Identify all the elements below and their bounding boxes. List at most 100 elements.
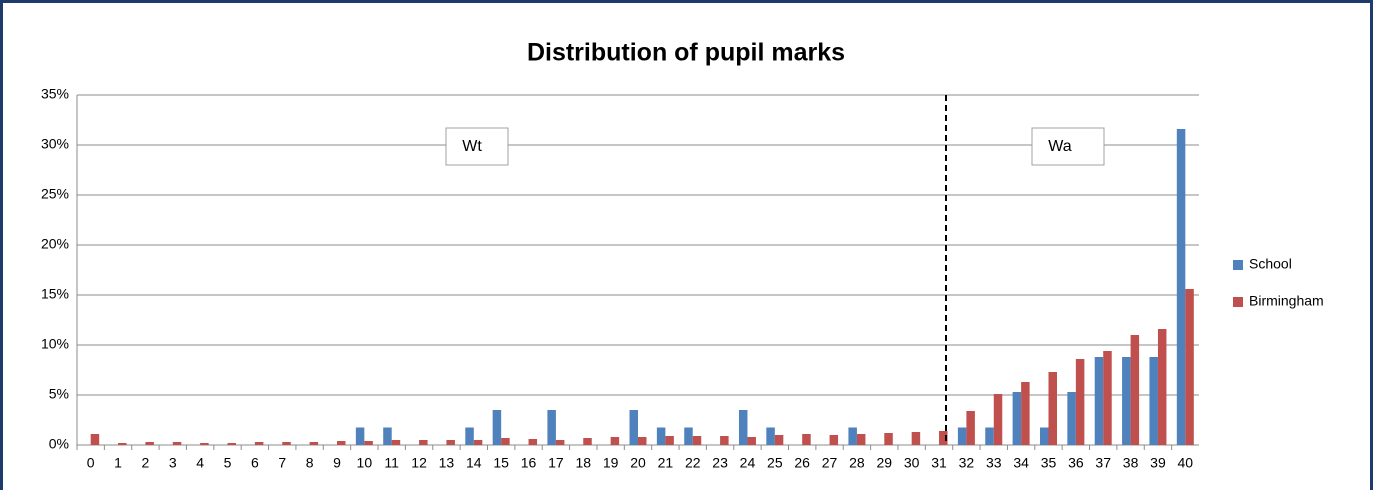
x-tick-label: 24 bbox=[740, 455, 756, 471]
bar bbox=[1048, 372, 1057, 445]
x-tick-label: 5 bbox=[224, 455, 232, 471]
legend-swatch bbox=[1233, 260, 1243, 270]
y-tick-label: 5% bbox=[49, 386, 69, 402]
x-tick-label: 23 bbox=[712, 455, 728, 471]
y-tick-label: 20% bbox=[41, 236, 69, 252]
legend-label: Birmingham bbox=[1249, 293, 1324, 309]
bar bbox=[501, 438, 510, 445]
bar bbox=[1185, 289, 1194, 445]
x-tick-label: 20 bbox=[630, 455, 646, 471]
bar bbox=[738, 410, 748, 445]
bar bbox=[829, 435, 839, 445]
bar bbox=[1122, 357, 1131, 445]
x-tick-label: 25 bbox=[767, 455, 783, 471]
bar bbox=[985, 427, 994, 445]
bar bbox=[547, 410, 556, 445]
bar bbox=[446, 440, 455, 445]
y-tick-label: 0% bbox=[49, 436, 69, 452]
x-tick-label: 13 bbox=[439, 455, 455, 471]
bar bbox=[957, 427, 967, 445]
bar bbox=[720, 436, 729, 445]
bar bbox=[911, 432, 921, 445]
bar bbox=[966, 411, 975, 445]
y-tick-label: 25% bbox=[41, 186, 69, 202]
x-tick-label: 29 bbox=[877, 455, 893, 471]
x-tick-label: 12 bbox=[411, 455, 427, 471]
bar bbox=[1094, 357, 1104, 445]
bar bbox=[528, 439, 538, 445]
y-tick-label: 30% bbox=[41, 136, 69, 152]
bar bbox=[1021, 382, 1030, 445]
x-tick-label: 11 bbox=[384, 455, 399, 471]
bar bbox=[747, 437, 756, 445]
x-tick-label: 30 bbox=[904, 455, 920, 471]
x-tick-label: 22 bbox=[685, 455, 701, 471]
bar bbox=[473, 440, 483, 445]
bar bbox=[665, 436, 674, 445]
bar bbox=[172, 442, 182, 445]
bar bbox=[1103, 351, 1112, 445]
annotation-box bbox=[445, 127, 509, 166]
x-tick-label: 2 bbox=[142, 455, 150, 471]
x-tick-label: 26 bbox=[794, 455, 810, 471]
bar bbox=[856, 434, 866, 445]
y-tick-label: 10% bbox=[41, 336, 69, 352]
bar bbox=[200, 443, 209, 445]
bar bbox=[802, 434, 811, 445]
x-tick-label: 37 bbox=[1095, 455, 1111, 471]
bar bbox=[692, 436, 702, 445]
bar bbox=[638, 437, 647, 445]
legend-swatch bbox=[1233, 297, 1243, 307]
x-tick-label: 17 bbox=[548, 455, 564, 471]
x-tick-label: 36 bbox=[1068, 455, 1084, 471]
x-tick-label: 32 bbox=[959, 455, 975, 471]
bar bbox=[848, 427, 857, 445]
x-tick-label: 21 bbox=[658, 455, 674, 471]
bar bbox=[465, 427, 474, 445]
x-tick-label: 38 bbox=[1123, 455, 1139, 471]
bar bbox=[383, 427, 392, 445]
bar bbox=[309, 442, 319, 445]
x-tick-label: 0 bbox=[87, 455, 95, 471]
bar bbox=[766, 427, 775, 445]
legend-label: School bbox=[1249, 256, 1292, 272]
x-tick-label: 31 bbox=[931, 455, 947, 471]
chart-title: Distribution of pupil marks bbox=[527, 39, 845, 67]
x-tick-label: 6 bbox=[251, 455, 259, 471]
annotation: Wa bbox=[1048, 138, 1072, 155]
bar bbox=[254, 442, 264, 445]
bar bbox=[993, 394, 1003, 445]
bar bbox=[1075, 359, 1085, 445]
bar bbox=[419, 440, 428, 445]
bar bbox=[1176, 129, 1186, 445]
x-tick-label: 40 bbox=[1178, 455, 1194, 471]
x-tick-label: 9 bbox=[333, 455, 341, 471]
x-tick-label: 18 bbox=[575, 455, 591, 471]
bar bbox=[90, 434, 100, 445]
x-tick-label: 35 bbox=[1041, 455, 1057, 471]
bar bbox=[227, 443, 237, 445]
bar bbox=[145, 442, 154, 445]
x-tick-label: 16 bbox=[521, 455, 537, 471]
bar bbox=[884, 433, 893, 445]
bar bbox=[939, 431, 948, 445]
x-tick-label: 19 bbox=[603, 455, 619, 471]
bar bbox=[1012, 392, 1022, 445]
x-tick-label: 14 bbox=[466, 455, 482, 471]
x-tick-label: 7 bbox=[278, 455, 286, 471]
y-tick-label: 35% bbox=[41, 86, 69, 102]
x-tick-label: 15 bbox=[493, 455, 509, 471]
x-tick-label: 33 bbox=[986, 455, 1002, 471]
bar bbox=[1067, 392, 1076, 445]
bar bbox=[684, 427, 693, 445]
x-tick-label: 28 bbox=[849, 455, 865, 471]
annotation-box bbox=[1031, 127, 1105, 166]
x-tick-label: 1 bbox=[114, 455, 122, 471]
bar bbox=[282, 442, 291, 445]
bar bbox=[1149, 357, 1158, 445]
bar bbox=[118, 443, 127, 445]
x-tick-label: 4 bbox=[196, 455, 204, 471]
x-tick-label: 8 bbox=[306, 455, 314, 471]
